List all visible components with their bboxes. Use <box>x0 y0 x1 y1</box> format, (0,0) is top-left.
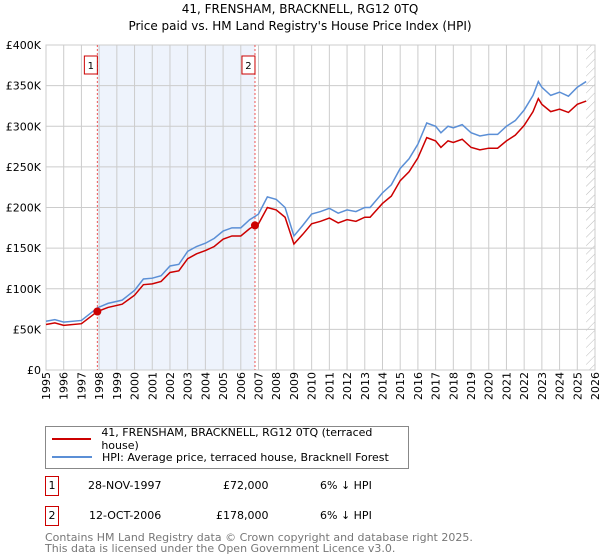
x-tick-label: 2013 <box>359 372 372 400</box>
transaction-hpi: 6% ↓ HPI <box>320 479 372 492</box>
legend-swatch-red <box>52 438 92 440</box>
x-tick-label: 2023 <box>536 372 549 400</box>
x-tick-label: 1995 <box>40 372 53 400</box>
legend-swatch-blue <box>52 456 92 458</box>
x-tick-label: 2016 <box>412 372 425 400</box>
transaction-hpi: 6% ↓ HPI <box>320 509 372 522</box>
y-tick-label: £250K <box>6 161 42 174</box>
sale-label: 1 <box>88 61 94 72</box>
transaction-row: 1 28-NOV-1997 £72,000 6% ↓ HPI <box>45 476 445 496</box>
transaction-date: 28-NOV-1997 <box>88 479 162 492</box>
legend-item-hpi: HPI: Average price, terraced house, Brac… <box>52 448 389 466</box>
x-tick-label: 1998 <box>93 372 106 400</box>
x-tick-label: 2026 <box>589 372 600 400</box>
y-tick-label: £0 <box>27 364 41 377</box>
x-tick-label: 2020 <box>483 372 496 400</box>
legend-label: HPI: Average price, terraced house, Brac… <box>102 450 389 464</box>
x-tick-label: 2012 <box>341 372 354 400</box>
sale-label: 2 <box>245 61 251 72</box>
x-tick-label: 2024 <box>554 372 567 400</box>
x-tick-label: 2003 <box>182 372 195 400</box>
x-tick-label: 2017 <box>430 372 443 400</box>
sale-point <box>93 307 102 316</box>
x-tick-label: 2009 <box>288 372 301 400</box>
x-tick-label: 2021 <box>500 372 513 400</box>
x-tick-label: 2018 <box>447 372 460 400</box>
footer-copyright: Contains HM Land Registry data © Crown c… <box>45 531 473 544</box>
y-tick-label: £50K <box>13 323 42 336</box>
legend-item-property: 41, FRENSHAM, BRACKNELL, RG12 0TQ (terra… <box>52 426 408 452</box>
x-tick-label: 2025 <box>571 372 584 400</box>
legend: 41, FRENSHAM, BRACKNELL, RG12 0TQ (terra… <box>45 426 409 469</box>
transaction-marker: 2 <box>45 506 59 526</box>
x-tick-label: 2011 <box>323 372 336 400</box>
price-chart: 1995 1996 1997 1998 1999 2000 2001 2002 2003 2004… <box>6 39 600 400</box>
y-tick-label: £350K <box>6 80 42 93</box>
y-tick-label: £200K <box>6 202 42 215</box>
chart-subtitle: Price paid vs. HM Land Registry's House … <box>128 19 472 33</box>
x-tick-label: 2015 <box>394 372 407 400</box>
chart-title: 41, FRENSHAM, BRACKNELL, RG12 0TQ <box>181 2 419 16</box>
x-tick-label: 2000 <box>129 372 142 400</box>
x-tick-label: 2014 <box>376 372 389 400</box>
x-tick-label: 2002 <box>164 372 177 400</box>
footer-license: This data is licensed under the Open Gov… <box>45 542 396 555</box>
x-tick-label: 2019 <box>465 372 478 400</box>
x-tick-label: 2005 <box>217 372 230 400</box>
transaction-row: 2 12-OCT-2006 £178,000 6% ↓ HPI <box>45 506 445 526</box>
x-tick-label: 2010 <box>306 372 319 400</box>
x-tick-label: 1996 <box>58 372 71 400</box>
transaction-price: £178,000 <box>216 509 269 522</box>
x-tick-label: 2008 <box>270 372 283 400</box>
sale-label-box <box>83 55 98 75</box>
legend-label: 41, FRENSHAM, BRACKNELL, RG12 0TQ (terra… <box>101 426 373 452</box>
plot-frame <box>45 44 596 371</box>
transaction-price: £72,000 <box>223 479 269 492</box>
x-tick-label: 2022 <box>518 372 531 400</box>
hpi-line <box>45 79 587 323</box>
x-tick-label: 2004 <box>199 372 212 400</box>
price-paid-line <box>45 96 587 327</box>
x-tick-label: 1999 <box>111 372 124 400</box>
y-tick-label: £150K <box>6 242 42 255</box>
sale-label-box <box>241 55 256 75</box>
x-tick-label: 1997 <box>75 372 88 400</box>
transaction-marker: 1 <box>45 476 59 496</box>
sale-point <box>250 221 259 230</box>
x-tick-label: 2007 <box>253 372 266 400</box>
x-tick-label: 2006 <box>235 372 248 400</box>
y-tick-label: £300K <box>6 120 42 133</box>
x-tick-label: 2001 <box>146 372 159 400</box>
y-tick-label: £400K <box>6 39 42 52</box>
y-tick-label: £100K <box>6 283 42 296</box>
transaction-date: 12-OCT-2006 <box>89 509 162 522</box>
